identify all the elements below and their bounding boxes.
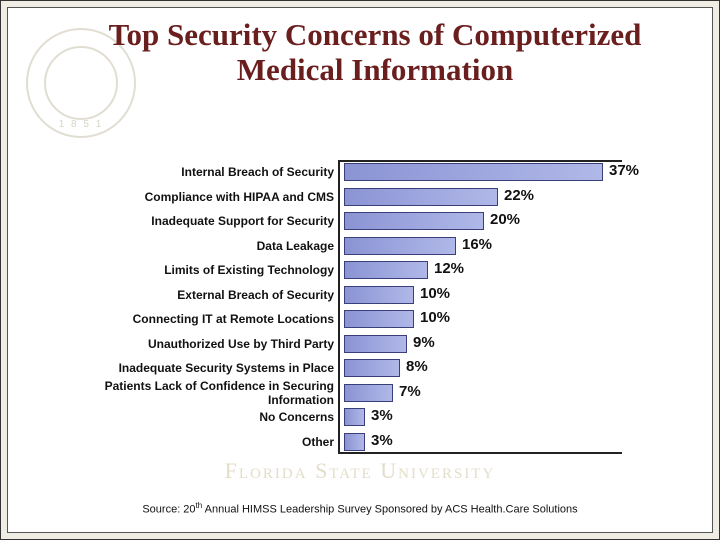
source-citation: Source: 20th Annual HIMSS Leadership Sur… <box>8 501 712 516</box>
bar-cell: 10% <box>342 308 622 330</box>
slide-title: Top Security Concerns of Computerized Me… <box>58 18 692 87</box>
bar-cell: 9% <box>342 333 622 355</box>
value-label: 16% <box>462 236 492 253</box>
value-label: 7% <box>399 383 421 400</box>
bar <box>344 408 365 426</box>
chart-row: Inadequate Support for Security 20% <box>38 210 682 232</box>
chart-row: Unauthorized Use by Third Party 9% <box>38 333 682 355</box>
chart-row: Connecting IT at Remote Locations 10% <box>38 308 682 330</box>
bar <box>344 188 498 206</box>
bar-cell: 16% <box>342 235 622 257</box>
category-label: Internal Breach of Security <box>38 165 342 179</box>
chart-row: Inadequate Security Systems in Place 8% <box>38 357 682 379</box>
source-prefix: Source: 20 <box>142 504 195 516</box>
chart-row: Other 3% <box>38 431 682 453</box>
chart-row: External Breach of Security 10% <box>38 284 682 306</box>
value-label: 12% <box>434 260 464 277</box>
category-label: Connecting IT at Remote Locations <box>38 312 342 326</box>
chart-row: Patients Lack of Confidence in Securing … <box>38 382 682 404</box>
chart-row: Compliance with HIPAA and CMS 22% <box>38 186 682 208</box>
bar <box>344 310 414 328</box>
category-label: Inadequate Support for Security <box>38 214 342 228</box>
bar-cell: 3% <box>342 406 622 428</box>
slide-inner: 1 8 5 1 Top Security Concerns of Compute… <box>7 7 713 533</box>
category-label: Unauthorized Use by Third Party <box>38 337 342 351</box>
bar-cell: 7% <box>342 382 622 404</box>
bar <box>344 384 393 402</box>
bar <box>344 433 365 451</box>
bar <box>344 335 407 353</box>
chart-row: No Concerns 3% <box>38 406 682 428</box>
category-label: Data Leakage <box>38 239 342 253</box>
bar <box>344 286 414 304</box>
category-label: External Breach of Security <box>38 288 342 302</box>
category-label: Compliance with HIPAA and CMS <box>38 190 342 204</box>
value-label: 37% <box>609 162 639 179</box>
bar-chart: Internal Breach of Security37%Compliance… <box>38 148 682 462</box>
value-label: 3% <box>371 407 393 424</box>
bar-cell: 37% <box>342 161 622 183</box>
bar-cell: 22% <box>342 186 622 208</box>
category-label: Other <box>38 435 342 449</box>
value-label: 20% <box>490 211 520 228</box>
bar-cell: 20% <box>342 210 622 232</box>
bar <box>344 212 484 230</box>
value-label: 10% <box>420 285 450 302</box>
slide: 1 8 5 1 Top Security Concerns of Compute… <box>0 0 720 540</box>
chart-row: Data Leakage 16% <box>38 235 682 257</box>
value-label: 10% <box>420 309 450 326</box>
chart-row: Internal Breach of Security37% <box>38 161 682 183</box>
chart-rows: Internal Breach of Security37%Compliance… <box>38 160 682 454</box>
category-label: Inadequate Security Systems in Place <box>38 361 342 375</box>
source-suffix: Annual HIMSS Leadership Survey Sponsored… <box>202 504 577 516</box>
category-label: No Concerns <box>38 410 342 424</box>
bar <box>344 261 428 279</box>
value-label: 3% <box>371 432 393 449</box>
bar <box>344 237 456 255</box>
chart-row: Limits of Existing Technology 12% <box>38 259 682 281</box>
bar <box>344 163 603 181</box>
value-label: 9% <box>413 334 435 351</box>
bar-cell: 3% <box>342 431 622 453</box>
bar <box>344 359 400 377</box>
seal-year: 1 8 5 1 <box>59 119 104 130</box>
bar-cell: 12% <box>342 259 622 281</box>
category-label: Patients Lack of Confidence in Securing … <box>38 379 342 407</box>
value-label: 8% <box>406 358 428 375</box>
bar-cell: 10% <box>342 284 622 306</box>
category-label: Limits of Existing Technology <box>38 263 342 277</box>
bar-cell: 8% <box>342 357 622 379</box>
value-label: 22% <box>504 187 534 204</box>
